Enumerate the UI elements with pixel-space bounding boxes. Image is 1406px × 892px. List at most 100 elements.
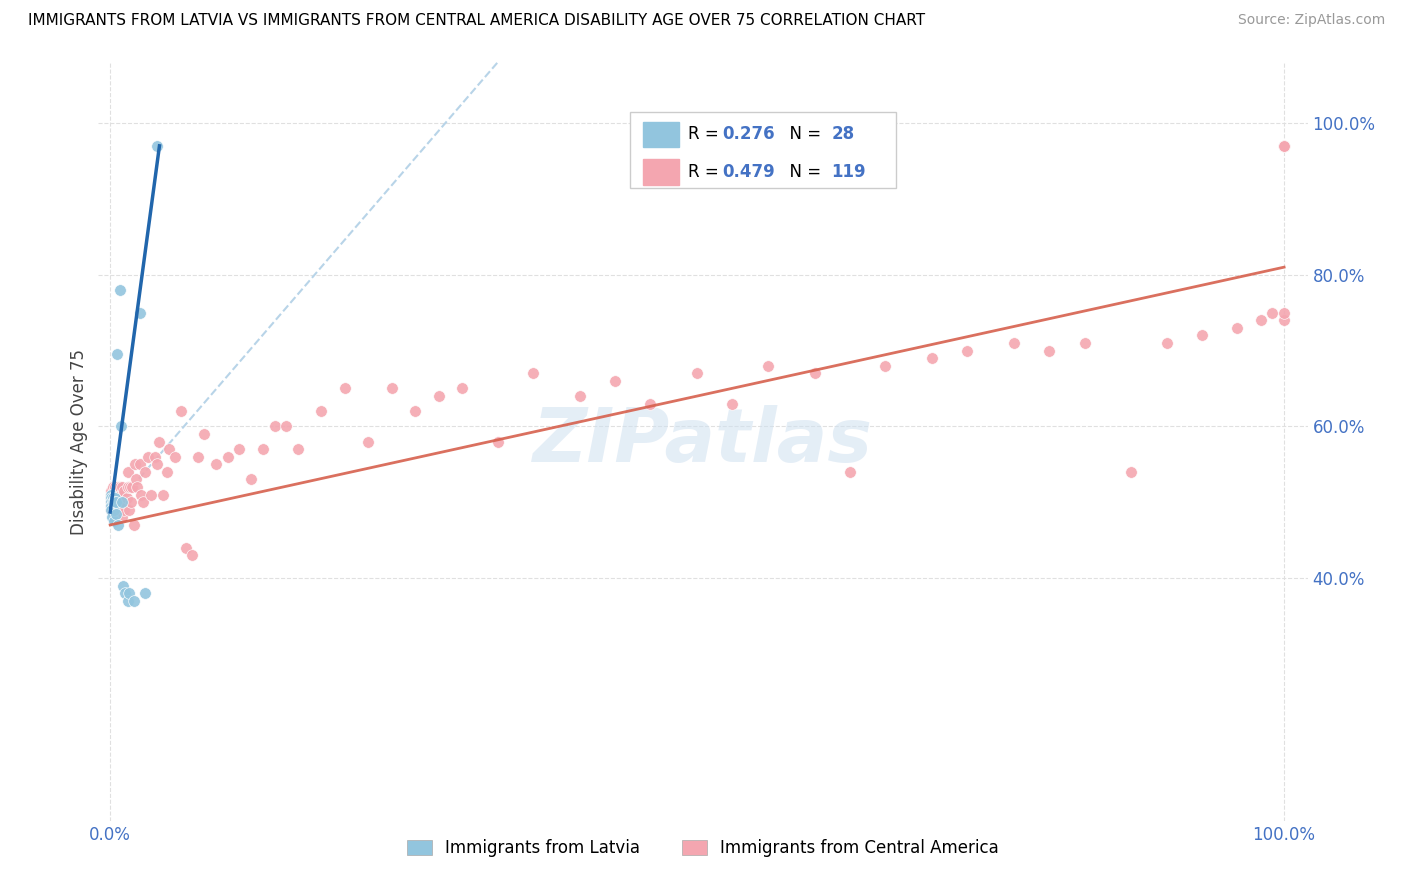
Point — [128, 457, 150, 471]
Text: IMMIGRANTS FROM LATVIA VS IMMIGRANTS FROM CENTRAL AMERICA DISABILITY AGE OVER 75: IMMIGRANTS FROM LATVIA VS IMMIGRANTS FRO… — [28, 13, 925, 29]
Point — [101, 503, 124, 517]
Point — [104, 491, 127, 506]
Point — [721, 396, 744, 410]
Legend: Immigrants from Latvia, Immigrants from Central America: Immigrants from Latvia, Immigrants from … — [399, 830, 1007, 865]
Point — [101, 495, 124, 509]
Point — [803, 366, 825, 380]
Point — [404, 404, 426, 418]
Point — [101, 510, 124, 524]
Point — [1002, 336, 1025, 351]
Point — [105, 503, 128, 517]
Point — [107, 503, 129, 517]
Point — [287, 442, 309, 457]
Point — [921, 351, 943, 366]
Point — [118, 503, 141, 517]
Point — [110, 503, 132, 517]
Point — [228, 442, 250, 457]
Text: Source: ZipAtlas.com: Source: ZipAtlas.com — [1237, 13, 1385, 28]
Point — [1272, 138, 1295, 153]
Point — [956, 343, 979, 358]
Point — [103, 495, 125, 509]
Point — [143, 450, 166, 464]
Point — [105, 495, 128, 509]
Point — [107, 517, 129, 532]
Point — [1272, 305, 1295, 319]
FancyBboxPatch shape — [643, 121, 679, 146]
Point — [100, 495, 122, 509]
Point — [122, 517, 145, 532]
Y-axis label: Disability Age Over 75: Disability Age Over 75 — [70, 349, 89, 534]
Point — [873, 359, 896, 373]
Point — [100, 503, 122, 517]
Point — [100, 491, 122, 506]
Point — [100, 487, 122, 501]
Point — [105, 480, 128, 494]
Point — [104, 491, 127, 506]
Point — [105, 483, 128, 498]
Point — [252, 442, 274, 457]
Point — [104, 480, 127, 494]
Point — [1121, 465, 1143, 479]
Point — [101, 495, 124, 509]
Point — [169, 404, 191, 418]
Point — [357, 434, 380, 449]
Point — [103, 495, 125, 509]
Point — [1156, 336, 1178, 351]
Point — [1272, 138, 1295, 153]
Point — [193, 427, 215, 442]
Point — [603, 374, 626, 388]
Text: R =: R = — [689, 163, 724, 181]
Point — [103, 503, 125, 517]
Point — [104, 495, 127, 509]
Point — [101, 487, 124, 501]
Point — [1261, 305, 1284, 319]
Point — [181, 548, 204, 563]
Point — [112, 483, 135, 498]
Point — [686, 366, 709, 380]
Point — [104, 495, 127, 509]
Point — [381, 382, 404, 396]
Point — [568, 389, 591, 403]
Point — [1250, 313, 1272, 327]
Text: R =: R = — [689, 126, 724, 144]
Point — [105, 491, 128, 506]
Point — [187, 450, 209, 464]
Point — [1272, 138, 1295, 153]
Point — [163, 450, 186, 464]
Point — [136, 450, 159, 464]
FancyBboxPatch shape — [643, 160, 679, 185]
Point — [100, 491, 122, 506]
Point — [148, 434, 170, 449]
Point — [103, 483, 125, 498]
Point — [124, 457, 146, 471]
Text: 28: 28 — [831, 126, 855, 144]
Point — [101, 480, 124, 494]
Text: 119: 119 — [831, 163, 866, 181]
Text: ZIPatlas: ZIPatlas — [533, 405, 873, 478]
Point — [155, 465, 177, 479]
Text: N =: N = — [779, 126, 827, 144]
Point — [110, 419, 132, 434]
Point — [1226, 321, 1249, 335]
Point — [107, 487, 129, 501]
Point — [105, 347, 128, 361]
Point — [1191, 328, 1213, 343]
Point — [111, 480, 134, 494]
Point — [451, 382, 474, 396]
Point — [1272, 138, 1295, 153]
Point — [1272, 138, 1295, 153]
Point — [115, 491, 138, 506]
Point — [129, 487, 152, 501]
Point — [427, 389, 450, 403]
Point — [1272, 313, 1295, 327]
Point — [157, 442, 180, 457]
Point — [176, 541, 198, 555]
Point — [108, 495, 131, 509]
Point — [838, 465, 860, 479]
Point — [1272, 138, 1295, 153]
Point — [103, 503, 125, 517]
Point — [100, 499, 122, 513]
Point — [122, 594, 145, 608]
Point — [112, 503, 135, 517]
Point — [105, 495, 128, 509]
